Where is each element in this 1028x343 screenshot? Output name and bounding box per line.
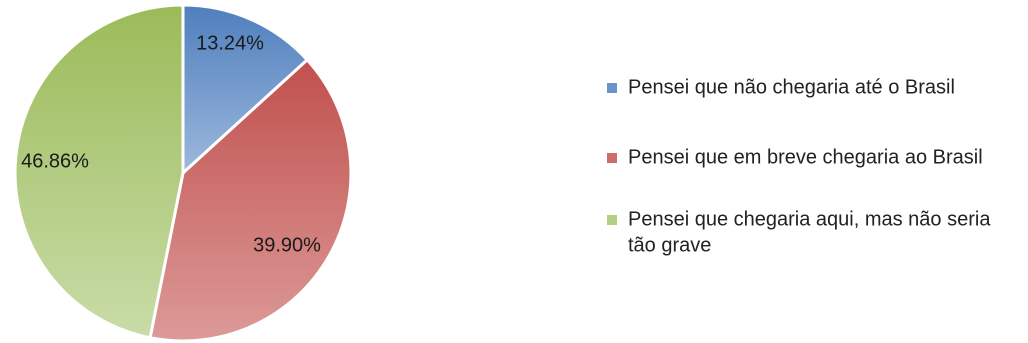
pie-slice-1 bbox=[181, 3, 309, 175]
legend: Pensei que não chegaria até o Brasil Pens… bbox=[607, 76, 991, 256]
pie-data-labels: 13.24% 39.90% 46.86% bbox=[21, 32, 321, 256]
legend-swatch-2 bbox=[607, 153, 617, 163]
data-label-2: 39.90% bbox=[253, 234, 321, 256]
legend-label-3-line-2: tão grave bbox=[628, 234, 711, 256]
data-label-3: 46.86% bbox=[21, 150, 89, 172]
legend-swatch-3 bbox=[607, 215, 617, 225]
legend-swatch-1 bbox=[607, 83, 617, 93]
pie-slices bbox=[13, 3, 353, 343]
legend-label-2: Pensei que em breve chegaria ao Brasil bbox=[628, 146, 983, 168]
legend-label-1: Pensei que não chegaria até o Brasil bbox=[628, 76, 955, 98]
pie-slice-2 bbox=[148, 58, 353, 343]
legend-label-3-line-1: Pensei que chegaria aqui, mas não seria bbox=[628, 208, 991, 230]
pie-slice-3 bbox=[13, 3, 185, 340]
data-label-1: 13.24% bbox=[196, 32, 264, 54]
